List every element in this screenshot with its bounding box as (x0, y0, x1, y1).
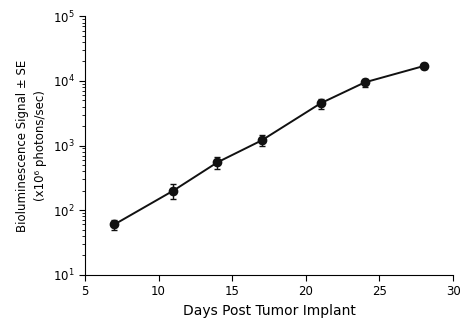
Y-axis label: Bioluminescence Signal ± SE
(x10⁶ photons/sec): Bioluminescence Signal ± SE (x10⁶ photon… (16, 60, 47, 232)
X-axis label: Days Post Tumor Implant: Days Post Tumor Implant (183, 304, 355, 318)
